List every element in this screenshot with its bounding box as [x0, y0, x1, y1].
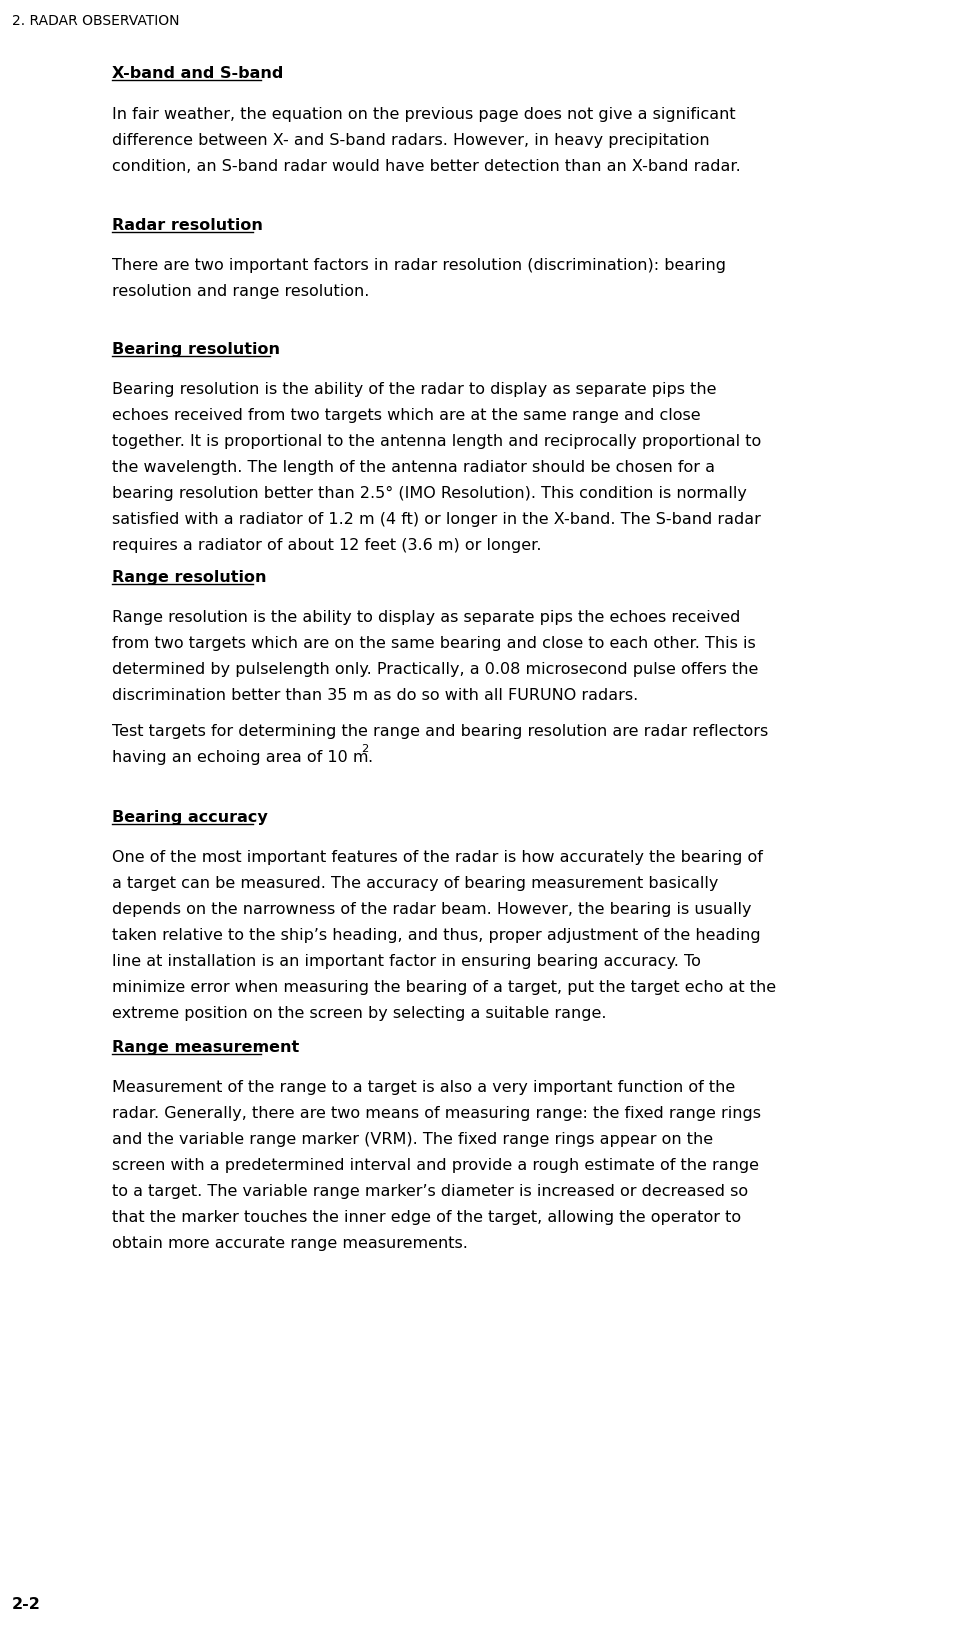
Text: condition, an S-band radar would have better detection than an X-band radar.: condition, an S-band radar would have be… — [111, 158, 740, 175]
Text: a target can be measured. The accuracy of bearing measurement basically: a target can be measured. The accuracy o… — [111, 876, 718, 891]
Text: One of the most important features of the radar is how accurately the bearing of: One of the most important features of th… — [111, 850, 762, 865]
Text: and the variable range marker (VRM). The fixed range rings appear on the: and the variable range marker (VRM). The… — [111, 1133, 712, 1147]
Text: X-band and S-band: X-band and S-band — [111, 65, 283, 82]
Text: that the marker touches the inner edge of the target, allowing the operator to: that the marker touches the inner edge o… — [111, 1209, 740, 1226]
Text: bearing resolution better than 2.5° (IMO Resolution). This condition is normally: bearing resolution better than 2.5° (IMO… — [111, 486, 746, 501]
Text: resolution and range resolution.: resolution and range resolution. — [111, 284, 369, 299]
Text: There are two important factors in radar resolution (discrimination): bearing: There are two important factors in radar… — [111, 258, 725, 273]
Text: Range resolution is the ability to display as separate pips the echoes received: Range resolution is the ability to displ… — [111, 610, 739, 625]
Text: depends on the narrowness of the radar beam. However, the bearing is usually: depends on the narrowness of the radar b… — [111, 902, 751, 917]
Text: to a target. The variable range marker’s diameter is increased or decreased so: to a target. The variable range marker’s… — [111, 1183, 747, 1200]
Text: extreme position on the screen by selecting a suitable range.: extreme position on the screen by select… — [111, 1005, 606, 1022]
Text: Range measurement: Range measurement — [111, 1040, 299, 1054]
Text: having an echoing area of 10 m: having an echoing area of 10 m — [111, 751, 368, 765]
Text: satisfied with a radiator of 1.2 m (4 ft) or longer in the X-band. The S-band ra: satisfied with a radiator of 1.2 m (4 ft… — [111, 512, 760, 527]
Text: Bearing resolution: Bearing resolution — [111, 343, 280, 357]
Text: Bearing accuracy: Bearing accuracy — [111, 809, 267, 826]
Text: 2: 2 — [360, 744, 368, 754]
Text: difference between X- and S-band radars. However, in heavy precipitation: difference between X- and S-band radars.… — [111, 132, 709, 149]
Text: Measurement of the range to a target is also a very important function of the: Measurement of the range to a target is … — [111, 1080, 735, 1095]
Text: together. It is proportional to the antenna length and reciprocally proportional: together. It is proportional to the ante… — [111, 434, 761, 449]
Text: the wavelength. The length of the antenna radiator should be chosen for a: the wavelength. The length of the antenn… — [111, 460, 714, 475]
Text: line at installation is an important factor in ensuring bearing accuracy. To: line at installation is an important fac… — [111, 955, 701, 969]
Text: determined by pulselength only. Practically, a 0.08 microsecond pulse offers the: determined by pulselength only. Practica… — [111, 663, 758, 677]
Text: minimize error when measuring the bearing of a target, put the target echo at th: minimize error when measuring the bearin… — [111, 979, 775, 996]
Text: .: . — [367, 751, 372, 765]
Text: Radar resolution: Radar resolution — [111, 219, 263, 233]
Text: from two targets which are on the same bearing and close to each other. This is: from two targets which are on the same b… — [111, 636, 755, 651]
Text: echoes received from two targets which are at the same range and close: echoes received from two targets which a… — [111, 408, 700, 423]
Text: requires a radiator of about 12 feet (3.6 m) or longer.: requires a radiator of about 12 feet (3.… — [111, 539, 541, 553]
Text: 2-2: 2-2 — [12, 1598, 41, 1612]
Text: 2. RADAR OBSERVATION: 2. RADAR OBSERVATION — [12, 15, 179, 28]
Text: Test targets for determining the range and bearing resolution are radar reflecto: Test targets for determining the range a… — [111, 725, 767, 739]
Text: Range resolution: Range resolution — [111, 570, 266, 584]
Text: taken relative to the ship’s heading, and thus, proper adjustment of the heading: taken relative to the ship’s heading, an… — [111, 929, 760, 943]
Text: discrimination better than 35 m as do so with all FURUNO radars.: discrimination better than 35 m as do so… — [111, 689, 638, 703]
Text: Bearing resolution is the ability of the radar to display as separate pips the: Bearing resolution is the ability of the… — [111, 382, 716, 397]
Text: In fair weather, the equation on the previous page does not give a significant: In fair weather, the equation on the pre… — [111, 108, 735, 122]
Text: obtain more accurate range measurements.: obtain more accurate range measurements. — [111, 1235, 467, 1252]
Text: radar. Generally, there are two means of measuring range: the fixed range rings: radar. Generally, there are two means of… — [111, 1106, 761, 1121]
Text: screen with a predetermined interval and provide a rough estimate of the range: screen with a predetermined interval and… — [111, 1159, 758, 1173]
